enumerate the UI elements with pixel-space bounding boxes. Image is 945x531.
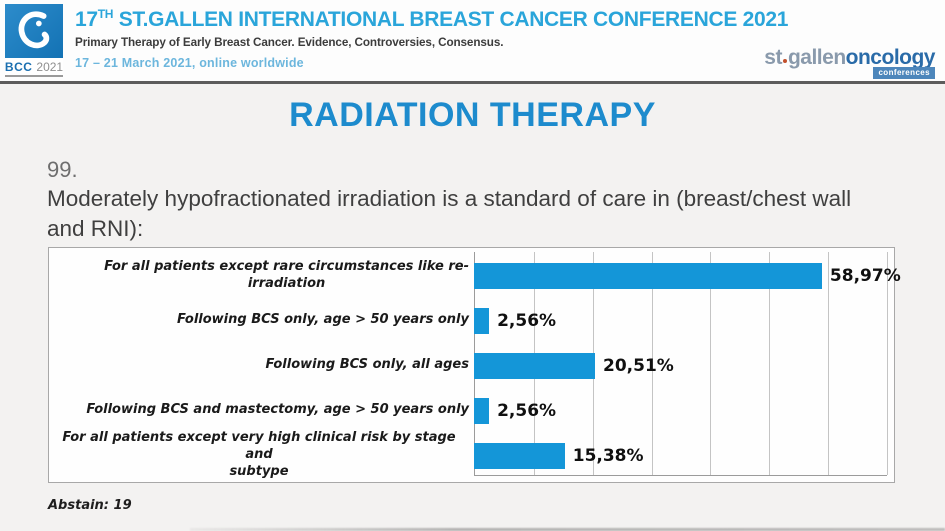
bcc-2021-logo: BCC 2021 xyxy=(5,4,63,77)
chart-row: Following BCS only, all ages 20,51% xyxy=(49,343,894,388)
category-label: Following BCS and mastectomy, age > 50 y… xyxy=(86,402,469,418)
video-edge-artifact xyxy=(190,528,945,531)
gridline xyxy=(710,252,712,475)
conference-subtitle: Primary Therapy of Early Breast Cancer. … xyxy=(75,36,504,49)
bcc-logo-square xyxy=(5,4,63,58)
gridline xyxy=(769,252,771,475)
bar-value-label: 58,97% xyxy=(829,265,901,286)
conference-title-text: ST.GALLEN INTERNATIONAL BREAST CANCER CO… xyxy=(113,8,789,31)
bar-value-label: 2,56% xyxy=(497,310,557,331)
chart-row: Following BCS and mastectomy, age > 50 y… xyxy=(49,388,894,433)
brand-conferences-badge: conferences xyxy=(873,67,935,79)
conference-header: BCC 2021 17TH ST.GALLEN INTERNATIONAL BR… xyxy=(0,0,945,84)
gridline xyxy=(887,252,888,475)
bar xyxy=(474,442,565,469)
bar-track: 2,56% xyxy=(474,298,887,343)
gridline xyxy=(651,252,653,475)
category-label: For all patients except rare circumstanc… xyxy=(104,258,469,291)
brand-oncology: oncology xyxy=(845,46,936,69)
bar-value-label: 15,38% xyxy=(572,445,644,466)
bcc-logo-caption: BCC 2021 xyxy=(5,58,63,77)
question-number: 99. xyxy=(47,157,78,182)
chart-row: For all patients except rare circumstanc… xyxy=(49,253,901,298)
chart-row: Following BCS only, age > 50 years only 2… xyxy=(49,298,894,343)
chart-row: For all patients except very high clinic… xyxy=(49,430,894,479)
chart-rows: For all patients except rare circumstanc… xyxy=(49,253,901,479)
bar xyxy=(474,397,490,424)
bar xyxy=(474,307,490,334)
poll-results-bar-chart: For all patients except rare circumstanc… xyxy=(48,247,901,483)
bar-track: 15,38% xyxy=(474,433,887,478)
conference-title-ordinal: TH xyxy=(97,7,114,21)
category-label: For all patients except very high clinic… xyxy=(62,430,456,479)
page-title: RADIATION THERAPY xyxy=(289,96,656,134)
conference-title: 17TH ST.GALLEN INTERNATIONAL BREAST CANC… xyxy=(75,7,788,32)
question-text: Moderately hypofractionated irradiation … xyxy=(47,186,852,241)
category-label: Following BCS only, age > 50 years only xyxy=(177,312,469,328)
category-label: Following BCS only, all ages xyxy=(265,357,470,373)
abstain-count: Abstain: 19 xyxy=(48,498,132,513)
bcc-abbr: BCC xyxy=(4,59,33,74)
breast-droplet-icon xyxy=(18,11,50,49)
bar-track: 2,56% xyxy=(474,388,887,433)
gridline xyxy=(828,252,830,475)
conference-dates: 17 – 21 March 2021, online worldwide xyxy=(75,56,304,70)
brand-st: st xyxy=(764,46,782,69)
bar-value-label: 20,51% xyxy=(603,355,674,376)
bar-value-label: 2,56% xyxy=(497,400,557,421)
stgallen-oncology-logo: st gallenoncology xyxy=(764,46,935,70)
bar xyxy=(474,262,822,289)
bar xyxy=(474,352,595,379)
bar-track: 58,97% xyxy=(474,253,901,298)
brand-red-dot-icon xyxy=(782,59,787,63)
brand-gallen: gallen xyxy=(787,46,846,69)
conference-title-number: 17 xyxy=(75,8,98,31)
bcc-year: 2021 xyxy=(36,59,64,74)
bar-track: 20,51% xyxy=(474,343,887,388)
